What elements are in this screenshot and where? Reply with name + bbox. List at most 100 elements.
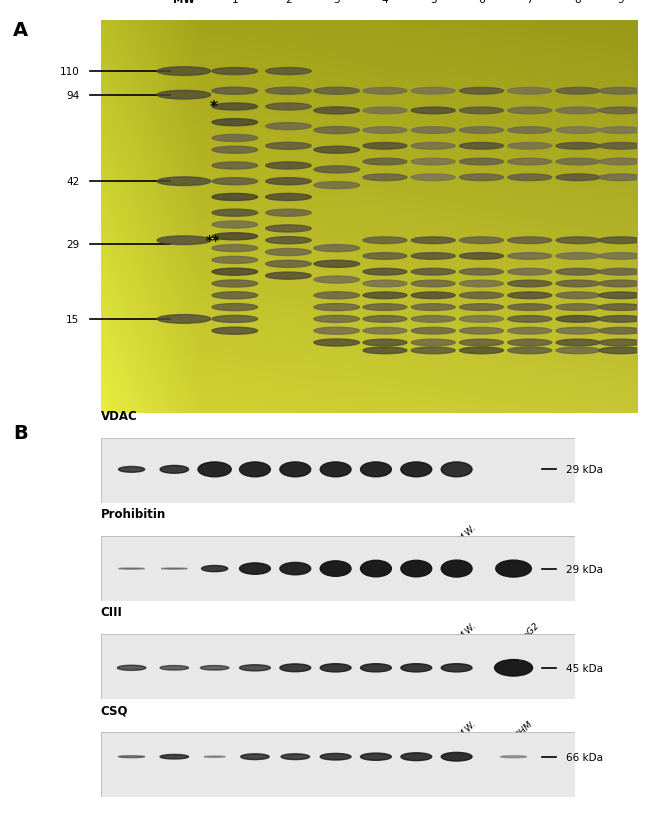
Text: M.W.: M.W. (456, 718, 478, 740)
Ellipse shape (411, 108, 455, 115)
Text: 8: 8 (575, 0, 581, 5)
Text: 94: 94 (66, 90, 79, 100)
Ellipse shape (266, 104, 311, 111)
Ellipse shape (508, 143, 552, 150)
Ellipse shape (314, 316, 359, 323)
Ellipse shape (556, 128, 600, 135)
Ellipse shape (599, 348, 643, 354)
Ellipse shape (314, 339, 359, 347)
Ellipse shape (599, 293, 643, 299)
Ellipse shape (212, 88, 257, 95)
Ellipse shape (460, 159, 504, 166)
Ellipse shape (411, 304, 455, 311)
Ellipse shape (314, 293, 359, 299)
Ellipse shape (240, 665, 270, 671)
Ellipse shape (411, 253, 455, 260)
Ellipse shape (212, 178, 257, 186)
Ellipse shape (212, 328, 257, 335)
Ellipse shape (212, 257, 257, 264)
Ellipse shape (460, 108, 504, 115)
Ellipse shape (157, 91, 211, 99)
Ellipse shape (361, 753, 391, 761)
Text: 1: 1 (231, 0, 238, 5)
Text: 2: 2 (285, 0, 292, 5)
Ellipse shape (240, 563, 270, 574)
Ellipse shape (212, 104, 257, 111)
Ellipse shape (266, 163, 311, 170)
Ellipse shape (556, 293, 600, 299)
Ellipse shape (599, 175, 643, 181)
Ellipse shape (460, 281, 504, 288)
Text: 29 kDa: 29 kDa (566, 564, 603, 573)
Ellipse shape (363, 339, 407, 346)
Ellipse shape (508, 159, 552, 166)
Ellipse shape (363, 128, 407, 135)
Ellipse shape (460, 175, 504, 181)
Ellipse shape (363, 89, 407, 95)
Ellipse shape (556, 269, 600, 276)
Ellipse shape (363, 143, 407, 150)
Ellipse shape (460, 316, 504, 323)
Ellipse shape (411, 328, 455, 334)
Ellipse shape (212, 281, 257, 288)
Ellipse shape (508, 316, 552, 323)
Ellipse shape (508, 175, 552, 181)
Text: CIII: CIII (101, 605, 123, 619)
Ellipse shape (460, 339, 504, 346)
Ellipse shape (460, 293, 504, 299)
Ellipse shape (411, 159, 455, 166)
Ellipse shape (363, 269, 407, 276)
Ellipse shape (212, 233, 257, 241)
Ellipse shape (508, 281, 552, 288)
Ellipse shape (212, 194, 257, 201)
Ellipse shape (363, 237, 407, 244)
Ellipse shape (496, 560, 531, 578)
Ellipse shape (599, 108, 643, 115)
Ellipse shape (401, 561, 432, 577)
Ellipse shape (363, 159, 407, 166)
Text: M.W.: M.W. (456, 522, 478, 544)
Ellipse shape (599, 89, 643, 95)
Ellipse shape (508, 339, 552, 346)
Ellipse shape (266, 194, 311, 201)
Ellipse shape (118, 568, 145, 569)
Text: 5: 5 (430, 0, 437, 5)
Ellipse shape (363, 253, 407, 260)
Ellipse shape (460, 328, 504, 334)
Ellipse shape (363, 293, 407, 299)
Ellipse shape (363, 281, 407, 288)
Ellipse shape (460, 237, 504, 244)
Ellipse shape (508, 237, 552, 244)
Ellipse shape (212, 304, 257, 311)
Ellipse shape (212, 222, 257, 229)
Text: 15: 15 (66, 314, 79, 324)
Ellipse shape (160, 665, 188, 670)
Ellipse shape (411, 89, 455, 95)
Ellipse shape (508, 348, 552, 354)
Ellipse shape (361, 462, 391, 477)
Text: 7: 7 (526, 0, 533, 5)
Ellipse shape (401, 664, 432, 672)
Text: 29: 29 (66, 240, 79, 250)
Ellipse shape (212, 163, 257, 170)
Ellipse shape (266, 69, 311, 75)
Ellipse shape (441, 664, 472, 672)
Ellipse shape (411, 281, 455, 288)
Ellipse shape (556, 281, 600, 288)
Ellipse shape (160, 755, 188, 759)
Ellipse shape (556, 108, 600, 115)
Ellipse shape (599, 237, 643, 244)
Ellipse shape (508, 304, 552, 311)
Ellipse shape (556, 316, 600, 323)
Ellipse shape (411, 293, 455, 299)
Ellipse shape (599, 339, 643, 346)
Text: A: A (13, 21, 28, 40)
Ellipse shape (314, 328, 359, 335)
Ellipse shape (320, 462, 351, 477)
Ellipse shape (599, 328, 643, 334)
Ellipse shape (363, 348, 407, 354)
Ellipse shape (314, 147, 359, 154)
Ellipse shape (460, 128, 504, 135)
Ellipse shape (599, 269, 643, 276)
Ellipse shape (599, 143, 643, 150)
